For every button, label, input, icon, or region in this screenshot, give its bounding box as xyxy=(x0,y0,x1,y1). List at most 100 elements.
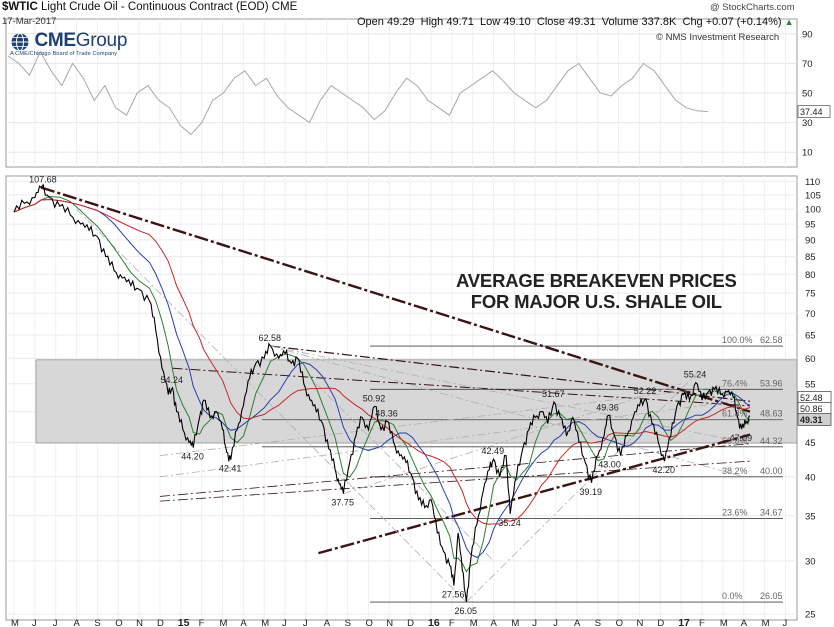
date-tick-label: J xyxy=(53,618,58,627)
indicator-line xyxy=(7,50,709,136)
date-tick-label: 15 xyxy=(178,617,190,627)
date-tick-label: M xyxy=(261,618,269,627)
point-label: 52.22 xyxy=(634,386,657,396)
last-value-label: 49.31 xyxy=(800,415,823,425)
point-label: 107.68 xyxy=(29,174,57,184)
price-line xyxy=(13,183,751,603)
fibonacci-levels: 100.0% 62.58 76.4% 53.96 61.8% 48.63 50.0% 44.3… xyxy=(262,335,783,603)
fib-value-label: 53.96 xyxy=(760,378,783,388)
indicator-axis: 10 30 50 70 90 37.44 xyxy=(797,29,831,159)
price-tick-label: 100 xyxy=(805,205,821,216)
fib-value-label: 26.05 xyxy=(760,591,783,601)
logo-subtitle: A CME/Chicago Board of Trade Company xyxy=(10,51,118,57)
date-tick-label: M xyxy=(220,618,228,627)
description: Light Crude Oil - Continuous Contract (E… xyxy=(40,1,269,13)
price-series xyxy=(13,183,751,603)
point-label: 50.92 xyxy=(363,393,386,403)
point-label: 49.36 xyxy=(596,402,619,412)
date-tick-label: A xyxy=(741,618,748,627)
date-tick-label: D xyxy=(407,618,414,627)
indicator-tick-label: 30 xyxy=(802,118,813,129)
date-tick-label: A xyxy=(491,618,498,627)
globe-icon xyxy=(11,32,29,51)
trendlines xyxy=(40,186,751,603)
point-label: 55.24 xyxy=(684,369,707,379)
fib-value-label: 34.67 xyxy=(760,508,783,518)
trendline xyxy=(159,443,751,497)
date-tick-label: S xyxy=(595,618,601,627)
fib-percent-label: 50.0% xyxy=(722,436,748,446)
date-tick-label: O xyxy=(616,618,623,627)
point-label: 47.09 xyxy=(730,433,753,443)
fib-value-label: 62.58 xyxy=(760,335,783,345)
point-label: 35.24 xyxy=(498,518,521,528)
date-tick-label: M xyxy=(720,618,728,627)
fan-line xyxy=(343,383,682,495)
indicator-tick-label: 70 xyxy=(802,59,813,70)
price-tick-label: 35 xyxy=(805,511,816,522)
fib-value-label: 44.32 xyxy=(760,436,783,446)
price-tick-label: 85 xyxy=(805,252,816,263)
price-tick-label: 80 xyxy=(805,270,816,281)
price-tick-label: 70 xyxy=(805,309,816,320)
date-tick-label: 17 xyxy=(678,617,690,627)
moving-averages xyxy=(13,195,751,573)
breakeven-band xyxy=(35,359,798,444)
point-label: 39.19 xyxy=(580,487,603,497)
chart-title: $WTIC Light Crude Oil - Continuous Contr… xyxy=(2,1,297,13)
point-label: 48.36 xyxy=(375,408,398,418)
date-tick-label: A xyxy=(74,618,81,627)
date-tick-label: F xyxy=(699,618,705,627)
point-label: 42.20 xyxy=(653,465,676,475)
point-label: 62.58 xyxy=(258,333,281,343)
trendline xyxy=(159,460,751,502)
up-arrow-icon: ▲ xyxy=(784,17,794,27)
last-value-label: 50.86 xyxy=(800,404,823,414)
price-tick-label: 60 xyxy=(805,354,816,365)
date-tick-label: M xyxy=(511,618,519,627)
ohlc-summary: Open 49.29 High 49.71 Low 49.10 Close 49… xyxy=(357,16,794,28)
date-tick-label: A xyxy=(240,618,247,627)
exchange: CME xyxy=(271,1,298,13)
indicator-last-value: 37.44 xyxy=(800,107,823,117)
price-tick-label: 55 xyxy=(805,379,816,390)
price-tick-label: 105 xyxy=(805,190,821,201)
chart-date: 17-Mar-2017 xyxy=(2,16,57,27)
indicator-tick-label: 90 xyxy=(802,29,813,40)
ma-short-line xyxy=(13,195,751,573)
date-tick-label: J xyxy=(303,618,308,627)
date-tick-label: M xyxy=(470,618,478,627)
trendline xyxy=(318,433,751,555)
date-tick-label: N xyxy=(136,618,143,627)
last-value-label: 52.48 xyxy=(800,393,823,403)
breakeven-annotation: AVERAGE BREAKEVEN PRICES FOR MAJOR U.S. … xyxy=(456,270,737,312)
price-tick-label: 110 xyxy=(805,177,820,188)
date-tick-label: D xyxy=(657,618,664,627)
date-tick-label: J xyxy=(532,618,537,627)
price-tick-label: 75 xyxy=(805,289,816,300)
fan-line xyxy=(316,383,494,562)
fan-line xyxy=(76,208,467,603)
price-tick-label: 95 xyxy=(805,220,816,231)
fib-percent-label: 100.0% xyxy=(722,335,753,345)
fan-line xyxy=(466,367,703,603)
breakeven-band-rect xyxy=(35,359,798,444)
last-value-box xyxy=(797,413,832,426)
point-label: 42.49 xyxy=(482,446,505,456)
indicator-series xyxy=(7,50,709,136)
date-tick-label: N xyxy=(637,618,644,627)
date-tick-label: F xyxy=(199,618,205,627)
date-tick-label: N xyxy=(386,618,393,627)
point-labels: 107.68 54.24 44.20 42.41 62.58 37.75 50.92 48.3… xyxy=(29,174,752,616)
date-tick-label: S xyxy=(94,618,100,627)
ma-long-line xyxy=(13,198,751,525)
date-tick-label: J xyxy=(782,618,787,627)
fib-percent-label: 0.0% xyxy=(722,591,743,601)
date-tick-label: D xyxy=(157,618,164,627)
fib-value-label: 48.63 xyxy=(760,409,783,419)
point-label: 37.75 xyxy=(331,498,354,508)
indicator-last-value-box xyxy=(797,105,831,118)
date-tick-label: A xyxy=(324,618,331,627)
point-label: 27.56 xyxy=(442,590,465,600)
